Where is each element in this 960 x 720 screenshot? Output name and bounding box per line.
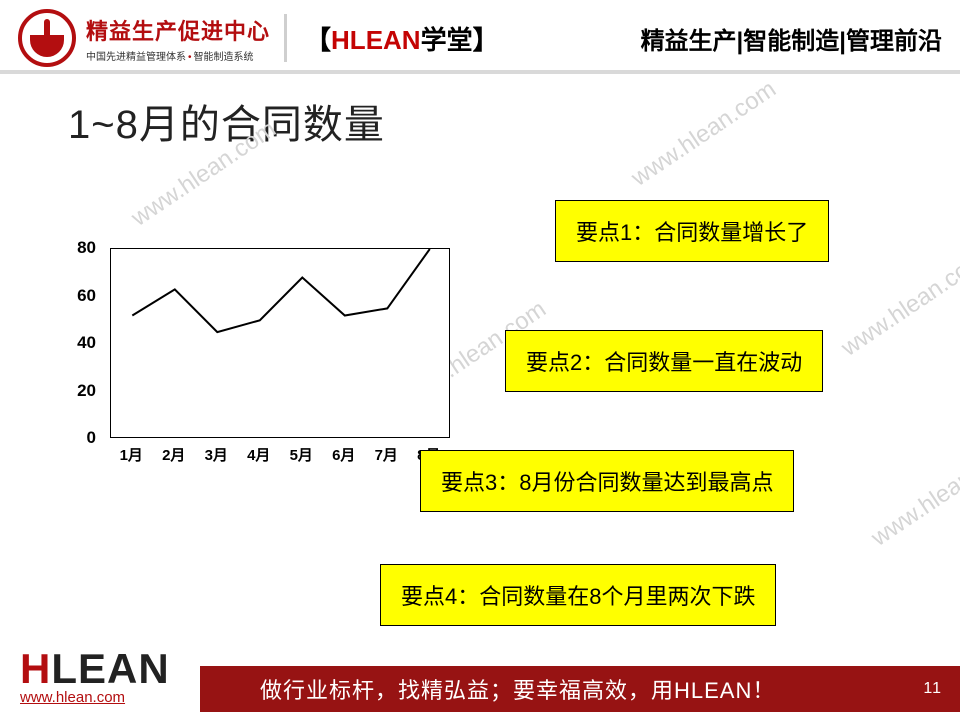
watermark: www.hlean.com bbox=[627, 75, 782, 192]
key-point-1: 要点1：合同数量增长了 bbox=[555, 200, 829, 262]
key-point-2: 要点2：合同数量一直在波动 bbox=[505, 330, 823, 392]
chart-y-tick: 20 bbox=[70, 381, 96, 401]
logo-emblem-icon bbox=[18, 9, 76, 67]
chart-line-svg bbox=[111, 249, 451, 439]
page-title: 1~8月的合同数量 bbox=[68, 92, 385, 150]
chart-x-tick: 3月 bbox=[205, 444, 228, 465]
watermark: www.hlean.com bbox=[837, 245, 960, 362]
brand-block: 精益生产促进中心 中国先进精益管理体系•智能制造系统 bbox=[86, 14, 270, 63]
chart-plot-area bbox=[110, 248, 450, 438]
chart-x-tick: 1月 bbox=[120, 444, 143, 465]
header-divider bbox=[284, 14, 287, 62]
footer-slogan: 做行业标杆，找精弘益；要幸福高效，用HLEAN！ bbox=[260, 673, 775, 705]
chart-x-axis: 1月2月3月4月5月6月7月8月 bbox=[110, 438, 450, 465]
chart-y-tick: 0 bbox=[70, 428, 96, 448]
key-point-4: 要点4：合同数量在8个月里两次下跌 bbox=[380, 564, 776, 626]
brand-title: 精益生产促进中心 bbox=[86, 14, 270, 46]
header-center-title: 【HLEAN学堂】 bbox=[305, 20, 499, 57]
chart-y-tick: 60 bbox=[70, 286, 96, 306]
chart-x-tick: 7月 bbox=[375, 444, 398, 465]
chart-x-tick: 4月 bbox=[247, 444, 270, 465]
header-bar: 精益生产促进中心 中国先进精益管理体系•智能制造系统 【HLEAN学堂】 精益生… bbox=[0, 0, 960, 74]
key-point-3: 要点3：8月份合同数量达到最高点 bbox=[420, 450, 794, 512]
chart-y-tick: 40 bbox=[70, 333, 96, 353]
footer-page-number: 11 bbox=[923, 680, 942, 698]
chart-y-tick: 80 bbox=[70, 238, 96, 258]
footer-logo: HLEAN www.hlean.com bbox=[20, 645, 170, 706]
chart-x-tick: 5月 bbox=[290, 444, 313, 465]
chart-x-tick: 2月 bbox=[162, 444, 185, 465]
footer-logo-text: HLEAN bbox=[20, 645, 170, 693]
header-right-tags: 精益生产|智能制造|管理前沿 bbox=[641, 21, 942, 56]
contracts-chart: 020406080 1月2月3月4月5月6月7月8月 bbox=[82, 248, 442, 465]
watermark: www.hlean.com bbox=[867, 435, 960, 552]
brand-subtitle: 中国先进精益管理体系•智能制造系统 bbox=[86, 48, 270, 63]
footer-bar: 做行业标杆，找精弘益；要幸福高效，用HLEAN！ 11 bbox=[200, 666, 960, 712]
chart-x-tick: 6月 bbox=[332, 444, 355, 465]
